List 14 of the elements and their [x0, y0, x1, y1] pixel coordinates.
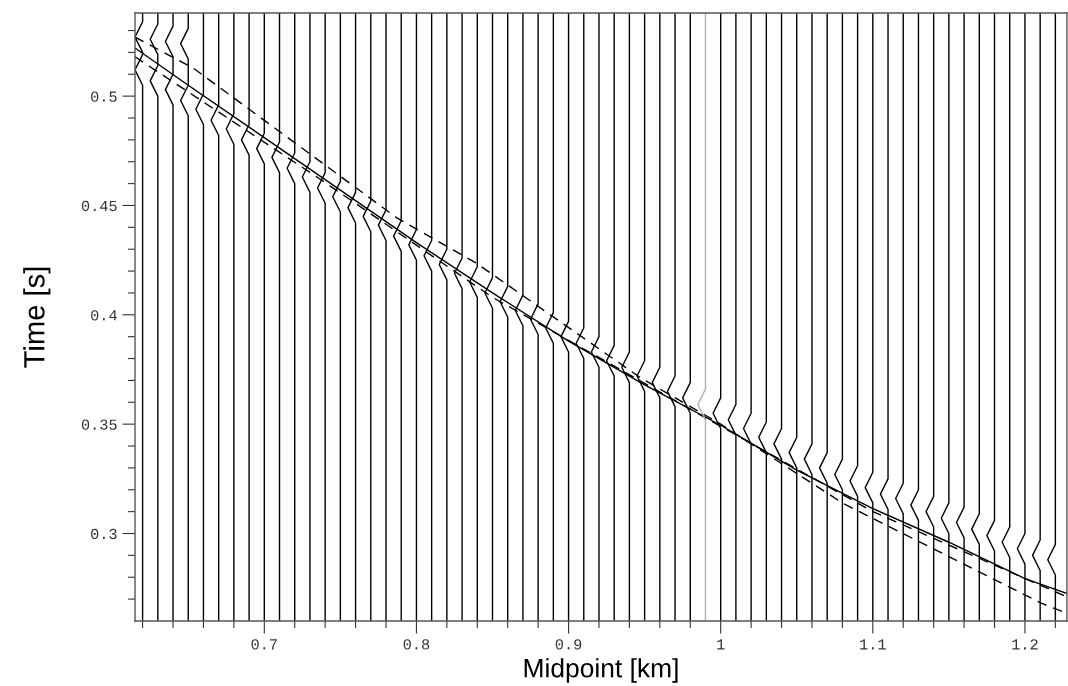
y-tick-label: 0.5 [91, 91, 117, 102]
y-tick-label: 0.35 [81, 419, 117, 430]
x-tick-label: 1 [717, 639, 725, 650]
y-tick-label: 0.45 [81, 200, 117, 212]
x-tick-label: 0.9 [555, 639, 582, 650]
x-tick-label: 0.8 [403, 639, 430, 650]
x-tick-label: 1.2 [1012, 639, 1038, 650]
y-tick-label: 0.4 [91, 310, 117, 321]
y-axis-title: Time [s] [23, 267, 51, 368]
x-axis-title: Midpoint [km] [524, 658, 678, 683]
y-tick-label: 0.3 [91, 528, 117, 540]
x-tick-label: 0.7 [251, 639, 277, 650]
x-tick-label: 1.1 [860, 639, 886, 650]
line-series [697, 13, 707, 621]
